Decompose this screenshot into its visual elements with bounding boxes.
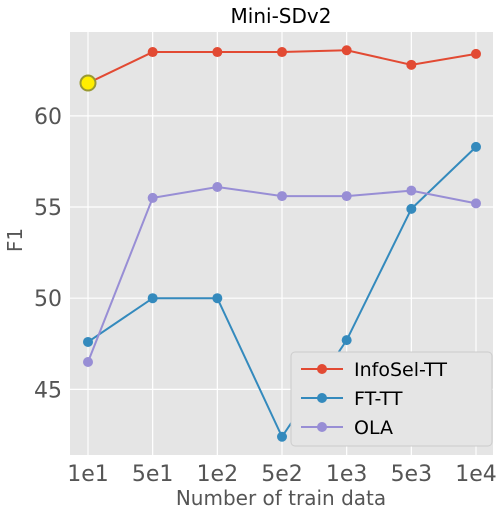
x-tick-label: 1e3	[326, 462, 368, 487]
data-point	[342, 335, 352, 345]
data-point	[212, 47, 222, 57]
x-tick-label: 1e1	[67, 462, 109, 487]
data-point	[83, 357, 93, 367]
y-axis-label: F1	[3, 228, 27, 252]
y-tick-label: 45	[34, 378, 62, 403]
data-point	[277, 191, 287, 201]
data-point	[406, 60, 416, 70]
data-point	[212, 182, 222, 192]
data-point	[406, 186, 416, 196]
data-point	[342, 191, 352, 201]
x-tick-label: 1e2	[197, 462, 239, 487]
legend-swatch-marker	[317, 393, 327, 403]
data-point	[148, 47, 158, 57]
y-tick-label: 60	[34, 105, 62, 130]
legend-swatch-marker	[317, 364, 327, 374]
highlight-point	[81, 76, 96, 91]
x-tick-label: 5e3	[391, 462, 433, 487]
data-point	[148, 193, 158, 203]
data-point	[277, 47, 287, 57]
x-tick-label: 5e2	[261, 462, 303, 487]
data-point	[342, 45, 352, 55]
x-axis-label: Number of train data	[176, 486, 386, 510]
data-point	[148, 293, 158, 303]
data-point	[212, 293, 222, 303]
data-point	[277, 432, 287, 442]
x-tick-label: 5e1	[132, 462, 174, 487]
legend-label: OLA	[354, 417, 393, 439]
data-point	[83, 337, 93, 347]
legend: InfoSel-TT FT-TT OLA	[291, 352, 492, 446]
data-point	[471, 142, 481, 152]
data-point	[406, 204, 416, 214]
legend-label: FT-TT	[354, 388, 403, 410]
x-tick-label: 1e4	[455, 462, 497, 487]
legend-label: InfoSel-TT	[354, 359, 447, 381]
data-point	[471, 198, 481, 208]
y-tick-label: 55	[34, 196, 62, 221]
chart-title: Mini-SDv2	[231, 4, 332, 28]
y-tick-label: 50	[34, 287, 62, 312]
data-point	[471, 49, 481, 59]
legend-swatch-marker	[317, 422, 327, 432]
